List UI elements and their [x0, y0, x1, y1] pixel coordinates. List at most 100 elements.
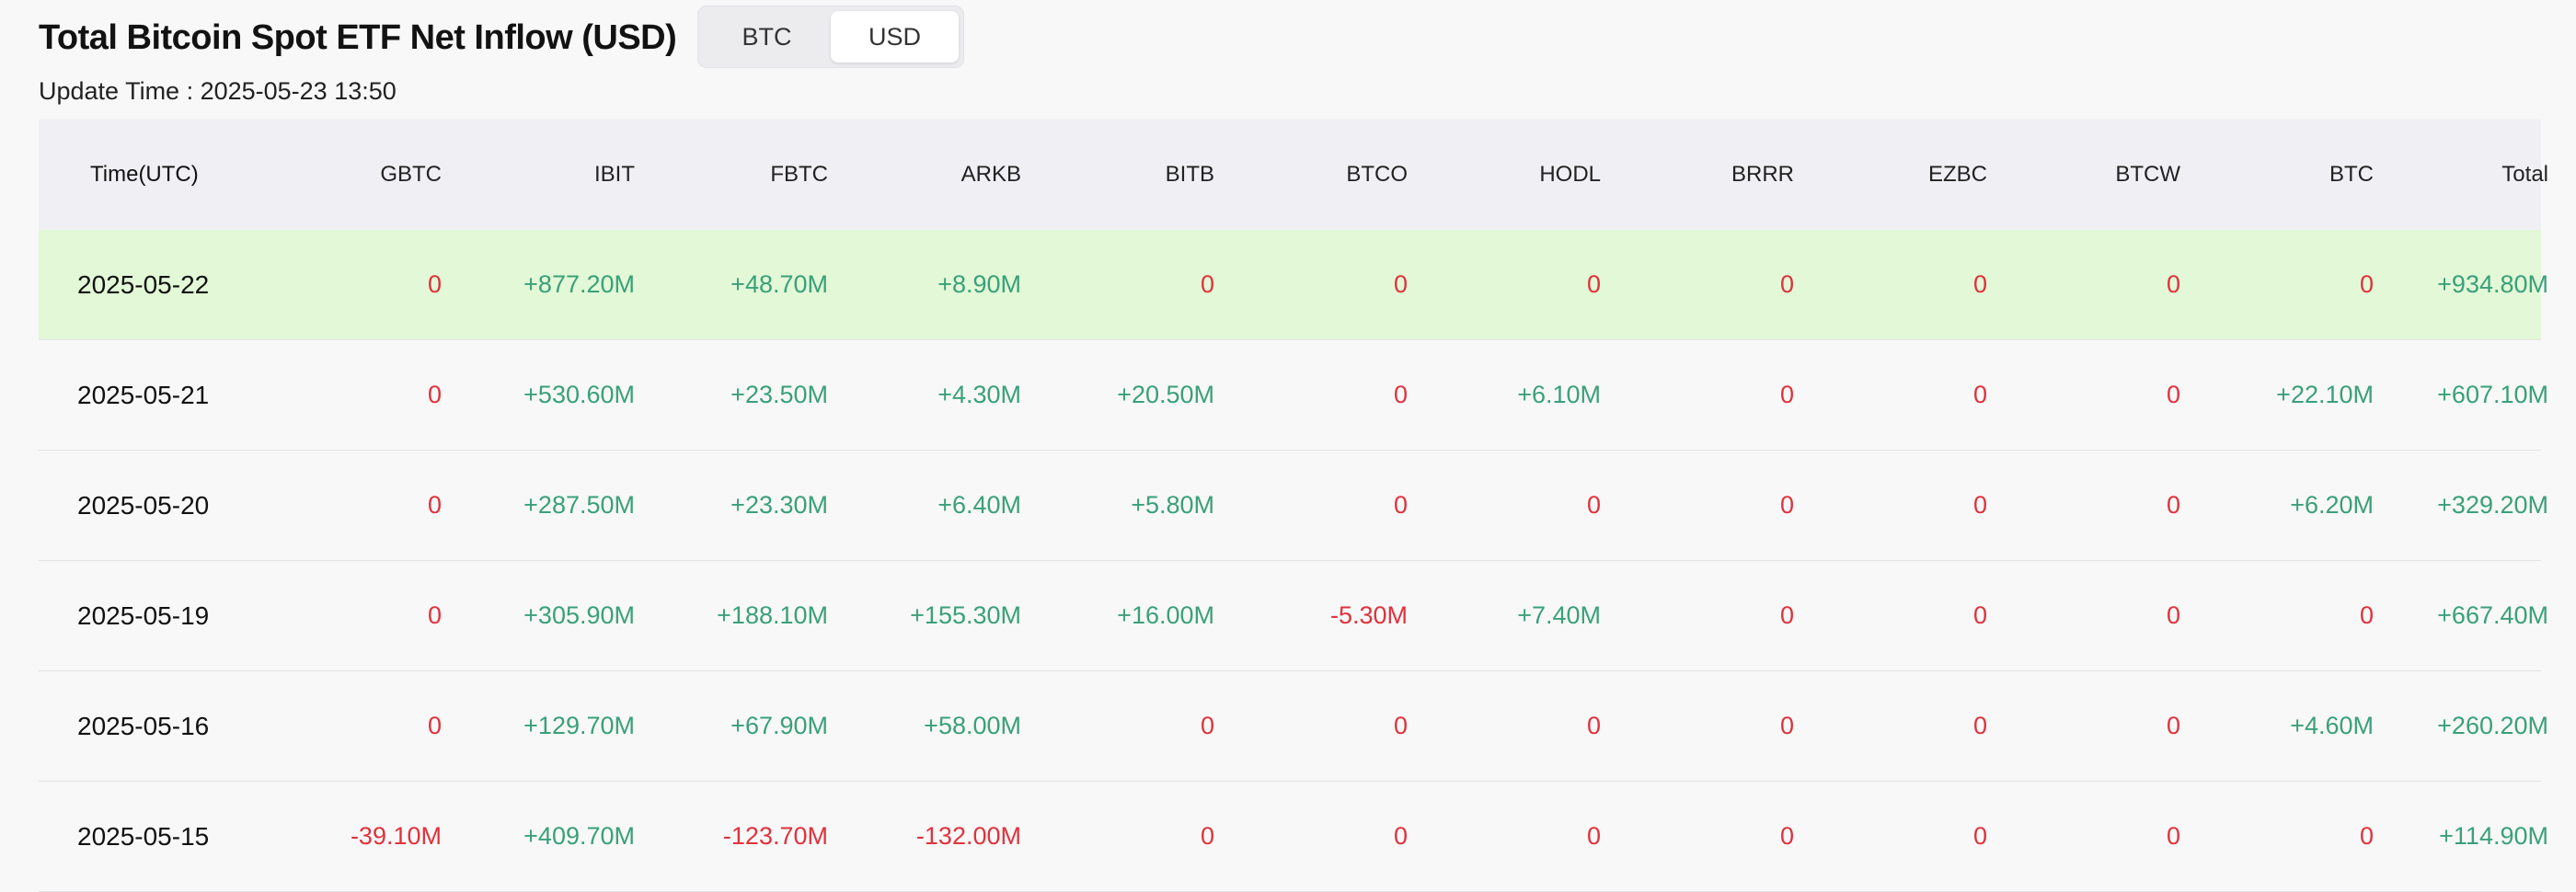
- row-date: 2025-05-15: [77, 821, 210, 851]
- table-row: 2025-05-20 0 +287.50M +23.30M +6.40M +5.80M 0 0…: [39, 451, 2548, 561]
- cell-bitb: 0: [1200, 270, 1214, 298]
- row-date: 2025-05-22: [77, 269, 210, 299]
- cell-ezbc: 0: [1972, 601, 1987, 629]
- cell-total: +934.80M: [2437, 270, 2548, 298]
- cell-gbtc: 0: [427, 491, 442, 519]
- cell-btcw: 0: [2166, 601, 2180, 629]
- cell-gbtc: 0: [427, 270, 442, 298]
- row-date: 2025-05-21: [77, 380, 210, 409]
- cell-gbtc: 0: [427, 601, 442, 629]
- table-header-row: Time(UTC) GBTC IBIT FBTC ARKB BITB BTCO HODL BRR…: [39, 120, 2548, 230]
- toggle-btc-button[interactable]: BTC: [742, 22, 792, 51]
- table-row: 2025-05-15 -39.10M +409.70M -123.70M -132.00…: [39, 782, 2548, 892]
- cell-brrr: 0: [1779, 822, 1794, 850]
- column-header-total[interactable]: Total: [2501, 162, 2548, 187]
- cell-ibit: +287.50M: [523, 491, 635, 519]
- cell-total: +114.90M: [2439, 822, 2548, 850]
- table-row: 2025-05-19 0 +305.90M +188.10M +155.30M +16.0…: [39, 561, 2548, 671]
- cell-gbtc: -39.10M: [350, 822, 442, 850]
- cell-ezbc: 0: [1972, 381, 1987, 408]
- cell-ezbc: 0: [1972, 491, 1987, 519]
- cell-bitb: 0: [1200, 712, 1214, 739]
- cell-fbtc: +23.50M: [730, 381, 828, 408]
- update-time: Update Time : 2025-05-23 13:50: [39, 77, 397, 105]
- cell-fbtc: +48.70M: [730, 270, 828, 298]
- cell-ibit: +129.70M: [523, 712, 635, 739]
- cell-btc: 0: [2359, 822, 2374, 850]
- cell-btcw: 0: [2166, 822, 2180, 850]
- cell-btc: 0: [2359, 270, 2374, 298]
- cell-fbtc: +23.30M: [730, 491, 828, 519]
- table-row: 2025-05-22 0 +877.20M +48.70M +8.90M 0 0 0 0 0 0 0 +…: [39, 230, 2548, 340]
- row-date: 2025-05-16: [77, 711, 210, 740]
- cell-hodl: 0: [1586, 712, 1601, 739]
- cell-bitb: 0: [1200, 822, 1214, 850]
- cell-btcw: 0: [2166, 712, 2180, 739]
- cell-hodl: +6.10M: [1517, 381, 1601, 408]
- column-header-gbtc[interactable]: GBTC: [380, 162, 442, 187]
- cell-fbtc: -123.70M: [722, 822, 828, 850]
- cell-brrr: 0: [1779, 491, 1794, 519]
- cell-hodl: 0: [1586, 491, 1601, 519]
- cell-btcw: 0: [2166, 381, 2180, 408]
- cell-brrr: 0: [1779, 381, 1794, 408]
- cell-ibit: +409.70M: [523, 822, 635, 850]
- column-header-hodl[interactable]: HODL: [1539, 162, 1601, 187]
- column-header-ezbc[interactable]: EZBC: [1927, 162, 1987, 187]
- column-header-arkb[interactable]: ARKB: [960, 162, 1021, 187]
- cell-ezbc: 0: [1972, 712, 1987, 739]
- cell-bitb: +5.80M: [1131, 491, 1214, 519]
- column-header-btcw[interactable]: BTCW: [2115, 162, 2180, 187]
- cell-arkb: +4.30M: [937, 381, 1021, 408]
- cell-btc: +6.20M: [2290, 491, 2374, 519]
- cell-total: +607.10M: [2437, 381, 2548, 408]
- column-header-ibit[interactable]: IBIT: [593, 162, 635, 187]
- etf-flow-table: Time(UTC) GBTC IBIT FBTC ARKB BITB BTCO HODL BRR…: [39, 120, 2548, 892]
- cell-btc: +4.60M: [2290, 712, 2374, 739]
- cell-fbtc: +188.10M: [717, 601, 828, 629]
- cell-btco: 0: [1393, 712, 1408, 739]
- column-header-brrr[interactable]: BRRR: [1731, 162, 1794, 187]
- cell-hodl: 0: [1586, 822, 1601, 850]
- cell-ezbc: 0: [1972, 270, 1987, 298]
- cell-btcw: 0: [2166, 270, 2180, 298]
- page-title: Total Bitcoin Spot ETF Net Inflow (USD): [39, 18, 677, 57]
- cell-brrr: 0: [1779, 270, 1794, 298]
- cell-brrr: 0: [1779, 601, 1794, 629]
- row-date: 2025-05-20: [77, 490, 210, 520]
- cell-btc: 0: [2359, 601, 2374, 629]
- cell-hodl: 0: [1586, 270, 1601, 298]
- cell-btco: -5.30M: [1329, 601, 1408, 629]
- cell-bitb: +16.00M: [1117, 601, 1214, 629]
- cell-btco: 0: [1393, 822, 1408, 850]
- cell-btco: 0: [1393, 381, 1408, 408]
- cell-ibit: +305.90M: [523, 601, 635, 629]
- cell-ezbc: 0: [1972, 822, 1987, 850]
- column-header-btc[interactable]: BTC: [2329, 162, 2374, 187]
- toggle-usd-button[interactable]: USD: [831, 11, 959, 63]
- cell-arkb: +155.30M: [910, 601, 1021, 629]
- cell-brrr: 0: [1779, 712, 1794, 739]
- cell-arkb: +6.40M: [937, 491, 1021, 519]
- cell-total: +260.20M: [2437, 712, 2548, 739]
- cell-fbtc: +67.90M: [730, 712, 828, 739]
- cell-gbtc: 0: [427, 712, 442, 739]
- column-header-fbtc[interactable]: FBTC: [770, 162, 828, 187]
- row-date: 2025-05-19: [77, 600, 210, 630]
- cell-gbtc: 0: [427, 381, 442, 408]
- cell-btc: +22.10M: [2276, 381, 2374, 408]
- cell-arkb: -132.00M: [915, 822, 1021, 850]
- cell-btco: 0: [1393, 491, 1408, 519]
- cell-ibit: +530.60M: [523, 381, 635, 408]
- cell-total: +667.40M: [2437, 601, 2548, 629]
- cell-arkb: +58.00M: [924, 712, 1021, 739]
- page-header: Total Bitcoin Spot ETF Net Inflow (USD) …: [39, 0, 2576, 120]
- cell-ibit: +877.20M: [523, 270, 635, 298]
- column-header-btco[interactable]: BTCO: [1346, 162, 1408, 187]
- cell-bitb: +20.50M: [1117, 381, 1214, 408]
- table-row: 2025-05-16 0 +129.70M +67.90M +58.00M 0 0 0 0 0 0 +…: [39, 671, 2548, 782]
- currency-toggle: BTC USD: [697, 6, 964, 68]
- column-header-time-utc[interactable]: Time(UTC): [90, 162, 199, 187]
- column-header-bitb[interactable]: BITB: [1165, 162, 1214, 187]
- cell-btcw: 0: [2166, 491, 2180, 519]
